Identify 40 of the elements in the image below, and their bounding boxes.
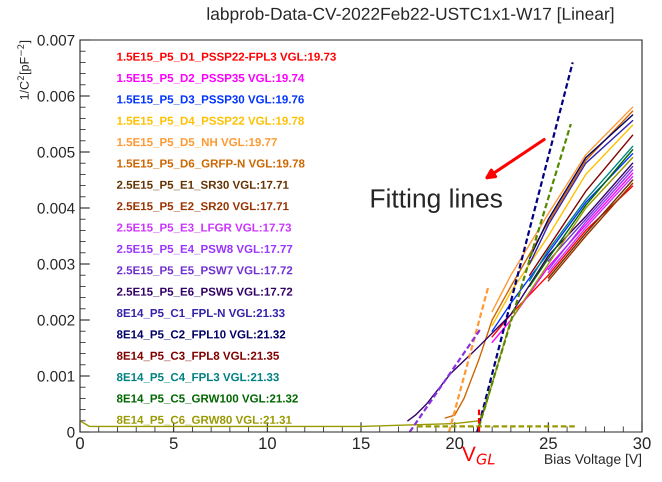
y-tick-label: 0.004 xyxy=(38,202,75,214)
text: 2.5E15_P5_E1_SR30 VGL:17.71 xyxy=(116,180,289,190)
y-axis-title: 1/C$^{2}$[pF$^{−2}$] xyxy=(17,40,32,100)
text: 8E14_P5_C4_FPL3 VGL:21.33 xyxy=(116,373,279,382)
y-tick-label: 0.001 xyxy=(38,370,74,382)
x-tick-label: 20 xyxy=(446,437,464,450)
text: 2.5E15_P5_E3_LFGR VGL:17.73 xyxy=(116,223,292,233)
text: 1.5E15_P5_D1_PSSP22-FPL3 VGL:19.73 xyxy=(117,52,336,62)
text: 2.5E15_P5_E5_PSW7 VGL:17.72 xyxy=(116,266,292,276)
text: 2.5E15_P5_E4_PSW8 VGL:17.77 xyxy=(116,244,292,254)
text: 8E14_P5_C1_FPL-N VGL:21.33 xyxy=(116,308,285,318)
x-axis-title: Bias Voltage [V] xyxy=(545,454,642,467)
x-tick-label: 15 xyxy=(353,437,370,450)
text: 1.5E15_P5_D6_GRFP-N VGL:19.78 xyxy=(117,159,305,169)
y-tick-label: 0 xyxy=(67,426,75,438)
y-tick-label: 0.003 xyxy=(38,258,74,270)
series-label: 8E14_P5_C6_GRW80 VGL:21.31 xyxy=(116,416,292,426)
x-tick-label: 10 xyxy=(259,437,276,450)
text: 1.5E15_P5_D5_NH VGL:19.77 xyxy=(117,138,277,148)
text: 2.5E15_P5_E6_PSW5 VGL:17.72 xyxy=(116,288,292,298)
x-tick-label: 25 xyxy=(540,437,557,450)
text: 2.5E15_P5_E2_SR20 VGL:17.71 xyxy=(116,202,289,212)
text: 1.5E15_P5_D4_PSSP22 VGL:19.78 xyxy=(117,116,304,126)
y-tick-label: 0.007 xyxy=(38,34,74,46)
x-tick-label: 0 xyxy=(76,437,84,450)
y-tick-label: 0.002 xyxy=(38,314,74,326)
text: 1.5E15_P5_D3_PSSP30 VGL:19.76 xyxy=(117,95,304,105)
annotation: Fitting lines xyxy=(372,188,502,214)
y-tick-label: 0.006 xyxy=(38,90,74,102)
annotation: V$_{GL}$ xyxy=(462,446,495,465)
y-tick-label: 0.005 xyxy=(38,146,74,158)
text: 8E14_P5_C5_GRW100 VGL:21.32 xyxy=(116,394,298,404)
x-tick-label: 30 xyxy=(633,437,651,450)
text: 1.5E15_P5_D2_PSSP35 VGL:19.74 xyxy=(117,74,304,84)
chart-title: labprob-Data-CV-2022Feb22-USTC1x1-W17 [Linear] xyxy=(208,7,614,24)
x-tick-label: 5 xyxy=(170,437,178,450)
text: 8E14_P5_C2_FPL10 VGL:21.32 xyxy=(116,330,286,340)
text: 8E14_P5_C3_FPL8 VGL:21.35 xyxy=(116,352,279,362)
line-series xyxy=(444,110,634,419)
line-series xyxy=(80,156,634,428)
